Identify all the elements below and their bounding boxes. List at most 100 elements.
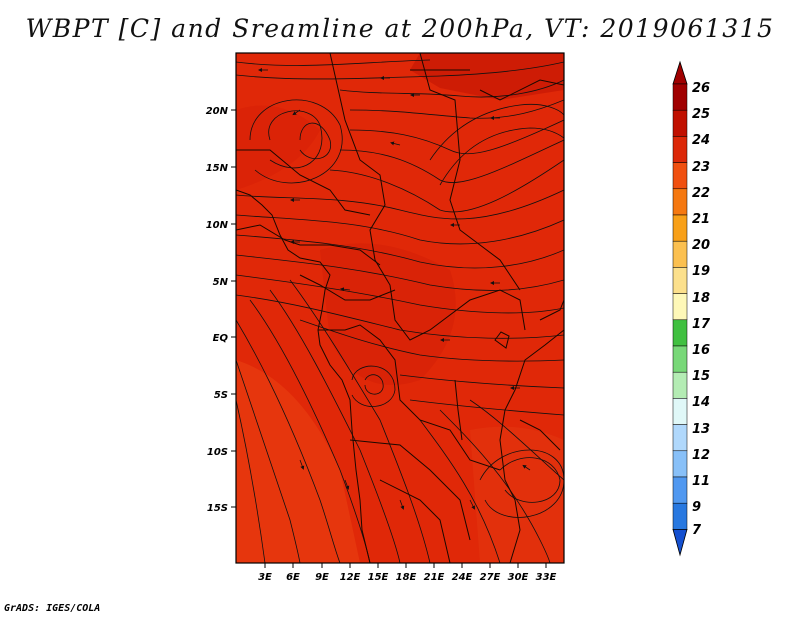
streamline <box>268 110 323 169</box>
lake <box>494 331 510 349</box>
colorbar-segment <box>672 319 688 347</box>
lat-label: 10S <box>207 447 228 458</box>
streamline <box>339 79 564 98</box>
flow-arrow <box>340 287 351 292</box>
colorbar-segment <box>672 476 688 504</box>
lat-label: 5N <box>213 277 229 288</box>
border <box>349 439 471 541</box>
streamline <box>349 99 564 119</box>
flow-arrow <box>292 109 301 116</box>
colorbar-label: 23 <box>692 160 710 175</box>
lake <box>454 379 463 441</box>
lat-label: 15N <box>206 163 229 174</box>
streamline <box>419 419 501 563</box>
streamline <box>269 289 401 563</box>
colorbar-segment <box>672 188 688 216</box>
lon-label: 15E <box>368 572 389 583</box>
wbpt-shading <box>236 53 564 563</box>
colorbar-segment <box>672 214 688 242</box>
streamline <box>236 359 301 563</box>
flow-arrow <box>390 141 401 146</box>
colorbar-segment <box>672 450 688 478</box>
border <box>539 299 564 321</box>
colorbar-top-arrow <box>672 60 688 85</box>
colorbar-label: 19 <box>692 264 710 279</box>
colorbar-segment <box>672 240 688 268</box>
border <box>379 479 451 563</box>
border <box>236 224 381 266</box>
chart-title: WBPT [C] and Sreamline at 200hPa, VT: 20… <box>25 14 775 43</box>
streamline <box>499 457 561 503</box>
lon-label: 18E <box>396 572 417 583</box>
coastline <box>236 189 371 563</box>
shade-northwest <box>236 105 320 190</box>
colorbar-label: 17 <box>692 317 711 332</box>
flow-arrow <box>522 464 531 471</box>
streamline <box>289 279 431 563</box>
lon-label: 12E <box>340 572 361 583</box>
colorbar-segment <box>672 398 688 425</box>
streamline <box>409 399 564 416</box>
colorbar-segment <box>672 424 688 452</box>
lon-label: 27E <box>480 572 501 583</box>
colorbar-label: 20 <box>692 238 710 253</box>
streamline <box>236 319 341 563</box>
streamline <box>364 374 384 395</box>
streamline <box>469 399 564 481</box>
streamline <box>236 274 564 314</box>
country-borders <box>236 53 564 563</box>
streamline <box>399 374 564 389</box>
streamline <box>349 119 564 155</box>
colorbar-bottom-arrow <box>672 529 688 557</box>
border <box>329 53 526 341</box>
latitude-axis: 20N 15N 10N 5N EQ 5S 10S 15S <box>206 106 236 514</box>
streamline <box>236 294 564 339</box>
colorbar-segment <box>672 371 688 399</box>
colorbar-label: 11 <box>692 474 710 489</box>
streamline-arrows <box>258 68 531 510</box>
streamline <box>299 122 332 159</box>
shade-top-dark <box>410 53 564 100</box>
lon-label: 21E <box>424 572 445 583</box>
streamline <box>439 127 564 186</box>
streamline <box>236 61 564 80</box>
lat-label: 20N <box>206 106 229 117</box>
streamline <box>236 214 564 245</box>
streamline <box>351 365 396 407</box>
colorbar-segment <box>672 345 688 373</box>
border <box>419 53 521 291</box>
streamline <box>249 299 371 563</box>
streamline <box>236 254 564 291</box>
colorbar-label: 18 <box>692 291 710 306</box>
border <box>299 274 396 301</box>
colorbar-label: 22 <box>692 186 710 201</box>
border <box>318 324 501 471</box>
colorbar-segment <box>672 109 688 137</box>
colorbar-label: 25 <box>692 107 710 122</box>
colorbar-segment <box>672 136 688 163</box>
lat-label: 10N <box>206 220 229 231</box>
colorbar-label: 7 <box>692 523 702 538</box>
colorbar-segment <box>672 267 688 294</box>
lon-label: 9E <box>315 572 329 583</box>
colorbar-label: 14 <box>692 395 710 410</box>
longitude-axis: 3E 6E 9E 12E 15E 18E 21E 24E 27E 30E 33E <box>258 563 557 583</box>
coastline-east <box>499 329 564 563</box>
colorbar-segment <box>672 293 688 321</box>
streamline <box>236 234 564 269</box>
streamline <box>329 159 564 213</box>
streamline <box>339 139 564 183</box>
grads-credit: GrADS: IGES/COLA <box>4 603 101 614</box>
colorbar-segment <box>672 83 688 111</box>
shade-center <box>320 243 456 385</box>
colorbar-label: 21 <box>692 212 710 227</box>
lon-label: 24E <box>452 572 473 583</box>
flow-arrow <box>469 499 475 510</box>
shade-southwest-light <box>236 360 360 563</box>
streamline <box>236 59 431 66</box>
lat-label: EQ <box>213 333 229 344</box>
flow-arrow <box>399 499 405 510</box>
colorbar-label: 15 <box>692 369 710 384</box>
streamline <box>439 409 551 563</box>
